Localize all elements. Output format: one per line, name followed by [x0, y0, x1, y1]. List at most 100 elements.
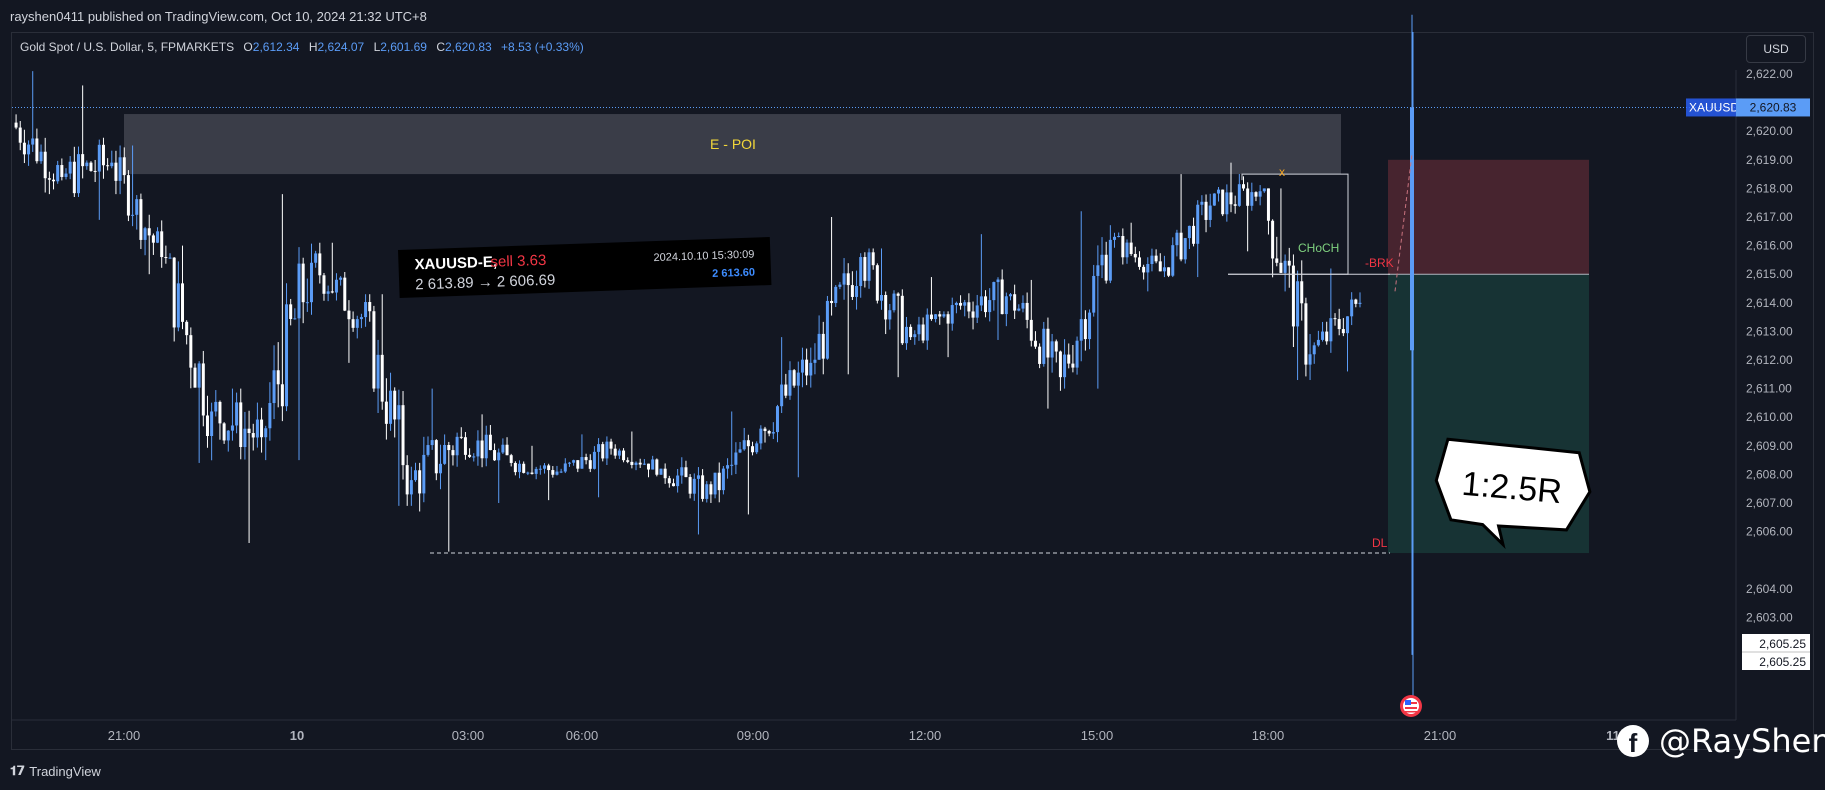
candle: [1063, 354, 1067, 378]
candle: [1075, 340, 1079, 368]
candle: [1162, 267, 1166, 272]
candle: [280, 384, 284, 407]
candle: [1212, 193, 1216, 206]
currency-button[interactable]: USD: [1746, 35, 1806, 63]
candle: [56, 165, 60, 182]
trade-side: sell 3.63: [490, 252, 546, 271]
tradingview-watermark: 𝟏𝟳 TradingView: [10, 763, 101, 779]
candle: [501, 444, 505, 453]
price-axis[interactable]: 2,603.00 2,604.00 2,606.00 2,607.00 2,608.00…: [1746, 67, 1793, 624]
publisher-line: rayshen0411 published on TradingView.com…: [10, 9, 427, 24]
candles-layer: [14, 14, 1414, 655]
candle: [1333, 318, 1337, 320]
candle: [455, 436, 459, 456]
candle: [226, 430, 230, 441]
candle: [293, 318, 297, 320]
candle: [904, 326, 908, 344]
price-tick-label: 2,620.00: [1746, 124, 1793, 138]
candle: [730, 464, 734, 466]
candle: [996, 279, 1000, 283]
candle: [775, 406, 779, 433]
candle: [938, 314, 942, 317]
candle: [1229, 192, 1233, 205]
us-flag-icon[interactable]: [1400, 695, 1422, 717]
candle: [846, 273, 850, 286]
poi-zone[interactable]: [124, 114, 1341, 175]
candle: [825, 300, 829, 359]
price-tick-label: 2,612.00: [1746, 353, 1793, 367]
candle: [809, 362, 813, 376]
candle: [451, 450, 455, 456]
price-tick-label: 2,606.00: [1746, 525, 1793, 539]
time-axis[interactable]: 21:00 10 03:00 06:00 09:00 12:00 15:00 18:00 21:…: [108, 728, 1620, 743]
candle: [110, 162, 114, 167]
candle: [243, 428, 247, 448]
candle: [942, 314, 946, 317]
candle: [601, 444, 605, 459]
price-tick-label: 2,603.00: [1746, 610, 1793, 624]
candle: [1246, 188, 1250, 206]
candle: [526, 472, 530, 474]
candle: [1025, 302, 1029, 320]
candle: [800, 359, 804, 373]
candle: [855, 286, 859, 297]
candle: [1346, 316, 1350, 334]
candle: [247, 428, 251, 434]
candle: [1137, 257, 1141, 267]
candle: [1312, 345, 1316, 355]
trade-prices: 2 613.89 → 2 606.69: [415, 272, 556, 294]
candle: [692, 478, 696, 494]
candle: [509, 455, 513, 463]
price-tick-label: 2,609.00: [1746, 439, 1793, 453]
candle: [817, 333, 821, 360]
price-tick-label: 2,607.00: [1746, 496, 1793, 510]
facebook-icon: f: [1617, 725, 1649, 757]
candle: [1088, 312, 1092, 340]
time-tick-label: 18:00: [1252, 728, 1285, 743]
candle: [1079, 319, 1083, 341]
candle: [979, 296, 983, 306]
candle: [830, 300, 834, 304]
candle: [1308, 354, 1312, 365]
candle: [384, 401, 388, 424]
candle: [160, 231, 164, 258]
price-tick-label: 2,617.00: [1746, 210, 1793, 224]
candle: [1254, 192, 1258, 197]
candle: [597, 444, 601, 452]
candle: [834, 286, 838, 304]
publish-header: rayshen0411 published on TradingView.com…: [0, 0, 1825, 32]
candle: [1341, 329, 1345, 334]
candle: [1283, 260, 1287, 273]
candle: [888, 310, 892, 320]
candle: [821, 333, 825, 359]
candle: [717, 472, 721, 491]
candle: [576, 460, 580, 469]
candle: [967, 302, 971, 312]
candle: [285, 304, 289, 407]
candle: [1133, 253, 1137, 258]
candle: [1013, 294, 1017, 311]
stop-loss-zone[interactable]: [1388, 159, 1589, 275]
candle: [326, 291, 330, 294]
trade-time: 2024.10.10 15:30:09: [653, 249, 754, 265]
candle: [1266, 188, 1270, 221]
candle: [351, 319, 355, 328]
candle: [567, 462, 571, 464]
candle: [414, 470, 418, 481]
candle: [1262, 188, 1266, 192]
price-tick-label: 2,614.00: [1746, 296, 1793, 310]
candle: [488, 434, 492, 451]
candle: [468, 454, 472, 457]
candle: [230, 425, 234, 431]
candle: [1046, 328, 1050, 358]
candle: [1175, 232, 1179, 246]
candle: [430, 440, 434, 446]
candle: [1104, 254, 1108, 281]
candle: [667, 478, 671, 484]
candle: [676, 475, 680, 487]
candle: [626, 460, 630, 462]
price-tick-label: 2,616.00: [1746, 239, 1793, 253]
candle: [788, 370, 792, 396]
close-value: 2,620.83: [444, 40, 492, 54]
